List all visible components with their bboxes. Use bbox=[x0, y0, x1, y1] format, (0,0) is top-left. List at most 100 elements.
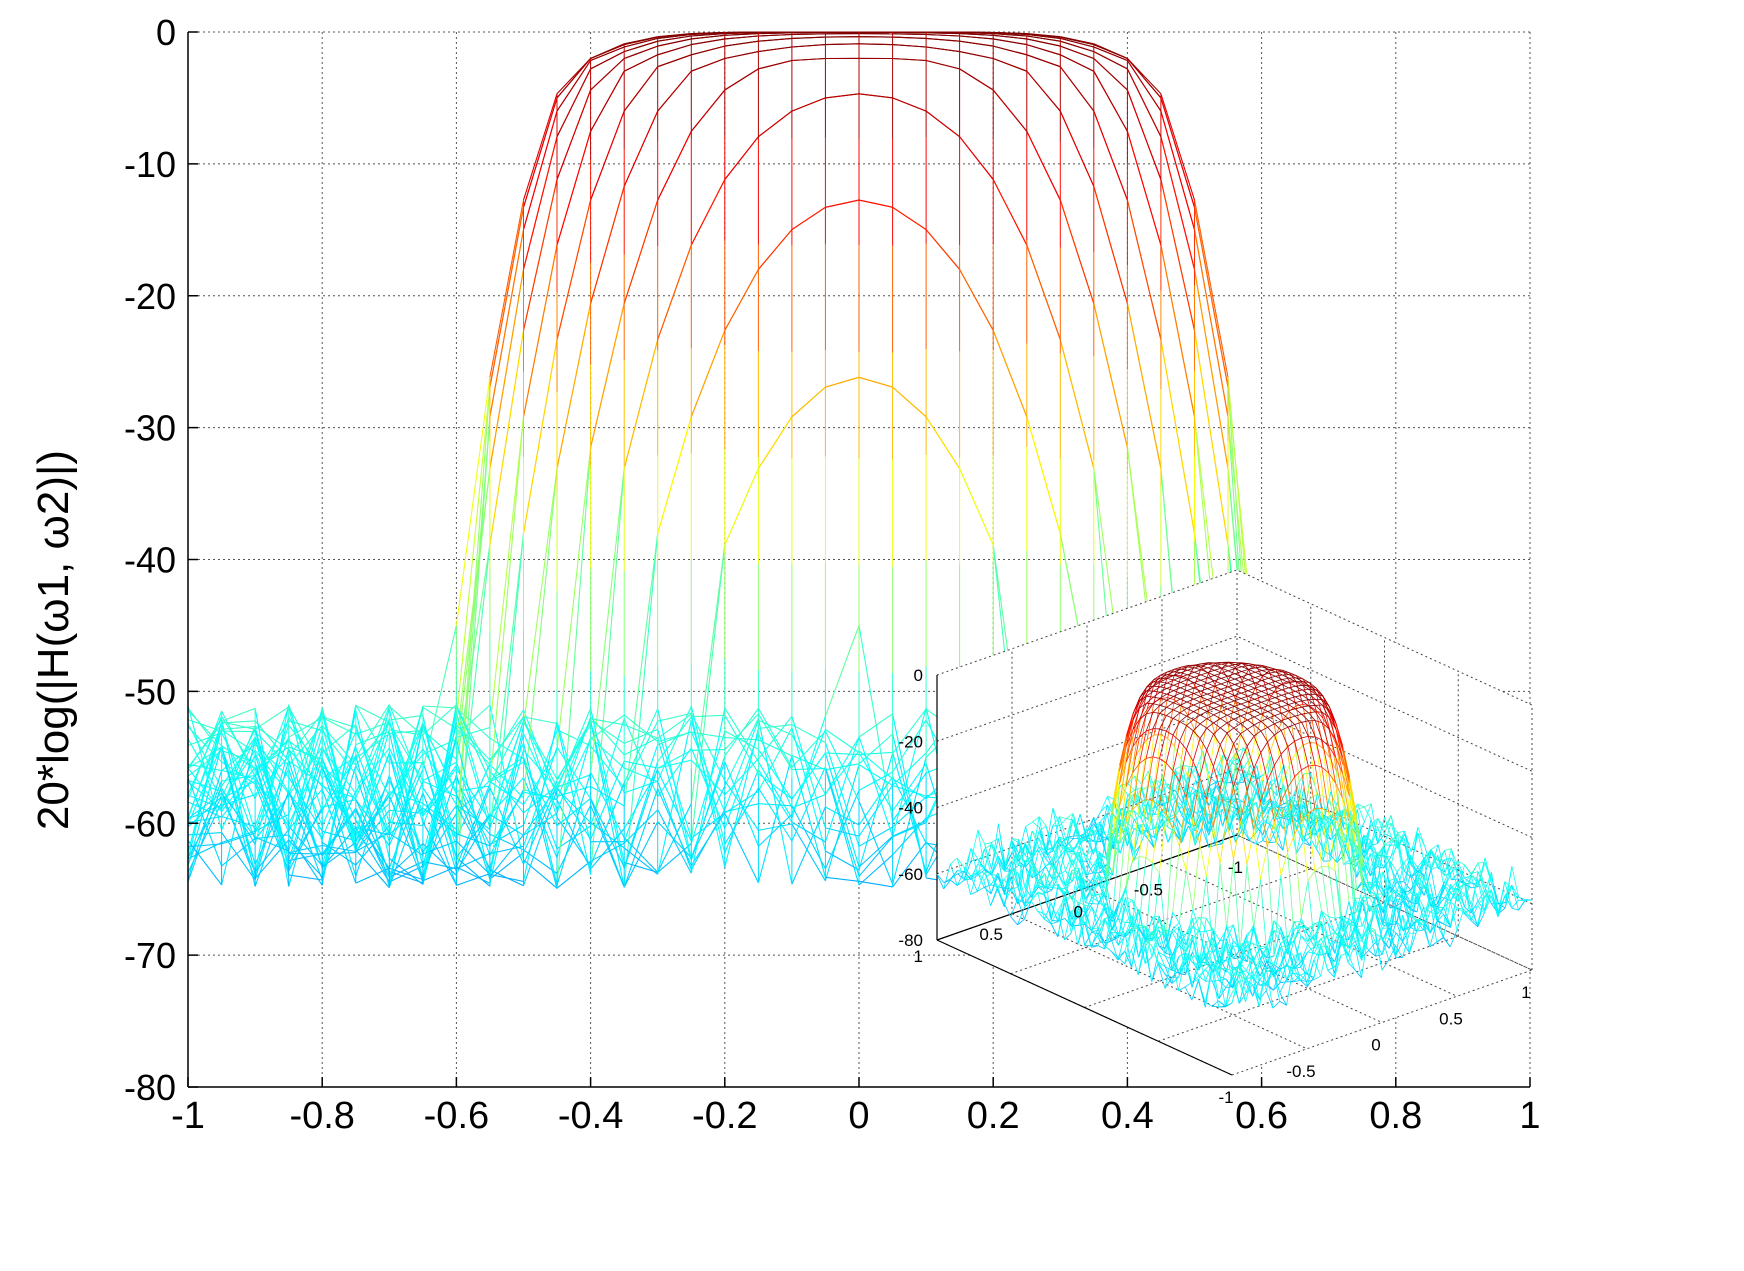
surface-row-segment bbox=[288, 724, 323, 770]
inset-mesh-segment bbox=[1147, 778, 1156, 804]
inset-mesh-segment bbox=[1233, 786, 1241, 821]
surface-row-segment bbox=[388, 722, 424, 833]
surface-row-segment bbox=[321, 765, 357, 877]
surface-row-segment bbox=[858, 826, 893, 847]
inset-mesh-segment bbox=[1209, 781, 1217, 786]
surface-row-segment bbox=[623, 744, 659, 842]
inset-mesh-segment bbox=[1221, 672, 1229, 677]
x-tick-label: -0.2 bbox=[692, 1095, 757, 1137]
inset-mesh-segment bbox=[1384, 833, 1392, 838]
inset-mesh-segment bbox=[1307, 935, 1315, 946]
inset-mesh-segment bbox=[1328, 866, 1336, 919]
inset-mesh-segment bbox=[1348, 898, 1356, 940]
inset-mesh-segment bbox=[1300, 925, 1309, 935]
surface-row-segment bbox=[556, 786, 592, 840]
surface-row-segment bbox=[489, 733, 525, 884]
inset-mesh-segment bbox=[1132, 736, 1140, 748]
inset-mesh-segment bbox=[1369, 891, 1377, 905]
inset-mesh-segment bbox=[1160, 697, 1168, 699]
inset-mesh-segment bbox=[1139, 686, 1148, 698]
inset-mesh-segment bbox=[1267, 723, 1275, 728]
surface-row-segment bbox=[1093, 110, 1128, 201]
inset-box-grid bbox=[936, 569, 1533, 1076]
surface-row-segment bbox=[791, 33, 826, 36]
surface-row-segment bbox=[892, 707, 927, 837]
surface-row-segment bbox=[724, 468, 759, 546]
inset-mesh-segment bbox=[1032, 821, 1040, 828]
inset-mesh-segment bbox=[1361, 897, 1370, 909]
inset-mesh-segment bbox=[1302, 745, 1311, 799]
surface-row-segment bbox=[1026, 416, 1061, 534]
inset-mesh-segment bbox=[1300, 917, 1309, 935]
inset-mesh-segment bbox=[1504, 881, 1513, 909]
inset-mesh-segment bbox=[1313, 975, 1321, 981]
inset-mesh-segment bbox=[1389, 920, 1397, 925]
inset-mesh-segment bbox=[1273, 765, 1282, 803]
inset-mesh-segment bbox=[1173, 690, 1181, 694]
inset-mesh-segment bbox=[1160, 678, 1168, 683]
inset-mesh-segment bbox=[1200, 699, 1208, 703]
inset-mesh-segment bbox=[1247, 693, 1255, 697]
surface-row-segment bbox=[288, 874, 323, 881]
surface-row-segment bbox=[456, 833, 491, 847]
surface-row-segment bbox=[556, 723, 592, 875]
inset-mesh-segment bbox=[1327, 945, 1335, 968]
inset-grid-z bbox=[936, 569, 1533, 706]
inset-mesh-segment bbox=[1159, 699, 1167, 706]
inset-mesh-segment bbox=[1267, 711, 1275, 716]
y-tick-label: -60 bbox=[124, 803, 176, 844]
inset-mesh-segment bbox=[1085, 861, 1094, 874]
inset-mesh-segment bbox=[1262, 670, 1270, 677]
surface-row-segment bbox=[758, 739, 793, 757]
inset-mesh-segment bbox=[1321, 910, 1329, 917]
surface-row-segment bbox=[388, 723, 424, 883]
inset-mesh-segment bbox=[1208, 802, 1216, 836]
inset-mesh-segment bbox=[1302, 813, 1311, 834]
surface-row-segment bbox=[221, 830, 256, 844]
inset-mesh-segment bbox=[1306, 946, 1315, 975]
surface-row-segment bbox=[288, 706, 323, 843]
inset-mesh-segment bbox=[1246, 768, 1255, 791]
inset-mesh-segment bbox=[1436, 897, 1445, 908]
surface-row-segment bbox=[623, 533, 659, 888]
surface-row-segment bbox=[321, 717, 357, 735]
surface-row-segment bbox=[422, 735, 457, 858]
inset-mesh-segment bbox=[1239, 934, 1248, 958]
inset-mesh-segment bbox=[1370, 803, 1379, 843]
surface-row-segment bbox=[355, 729, 390, 851]
y-tick-label: -20 bbox=[124, 276, 176, 317]
surface-row-segment bbox=[657, 803, 692, 873]
surface-row-segment bbox=[623, 788, 659, 888]
inset-mesh-segment bbox=[1215, 809, 1223, 819]
inset-mesh-segment bbox=[1194, 665, 1202, 669]
surface-row-segment bbox=[523, 780, 558, 853]
inset-mesh-segment bbox=[1232, 949, 1241, 959]
inset-mesh-segment bbox=[1347, 944, 1356, 963]
surface-row-segment bbox=[556, 797, 591, 827]
inset-axis-line bbox=[936, 939, 1233, 1076]
inset-mesh-segment bbox=[1260, 801, 1268, 848]
inset-mesh-segment bbox=[1436, 936, 1444, 943]
inset-mesh-segment bbox=[1159, 705, 1167, 708]
surface-row-segment bbox=[724, 769, 759, 854]
inset-mesh-segment bbox=[1214, 663, 1222, 667]
surface-row-segment bbox=[925, 416, 961, 469]
x-tick-label: 0.6 bbox=[1235, 1095, 1288, 1137]
inset-mesh-segment bbox=[1241, 669, 1249, 672]
surface-row-segment bbox=[623, 54, 658, 72]
inset-mesh-segment bbox=[1168, 771, 1176, 803]
inset-mesh-segment bbox=[1153, 691, 1161, 698]
inset-mesh-segment bbox=[1112, 770, 1120, 815]
surface-row-segment bbox=[388, 704, 424, 788]
inset-mesh-segment bbox=[1093, 823, 1101, 835]
inset-mesh-segment bbox=[1246, 790, 1255, 830]
inset-mesh-segment bbox=[1085, 865, 1094, 878]
surface-row-segment bbox=[657, 747, 692, 797]
surface-row-segment bbox=[221, 794, 256, 806]
surface-row-segment bbox=[892, 778, 927, 800]
inset-mesh-segment bbox=[1409, 912, 1417, 923]
surface-row-segment bbox=[221, 815, 256, 828]
inset-mesh-segment bbox=[1146, 712, 1154, 715]
inset-mesh-segment bbox=[1172, 721, 1181, 736]
inset-mesh-segment bbox=[1477, 895, 1485, 907]
